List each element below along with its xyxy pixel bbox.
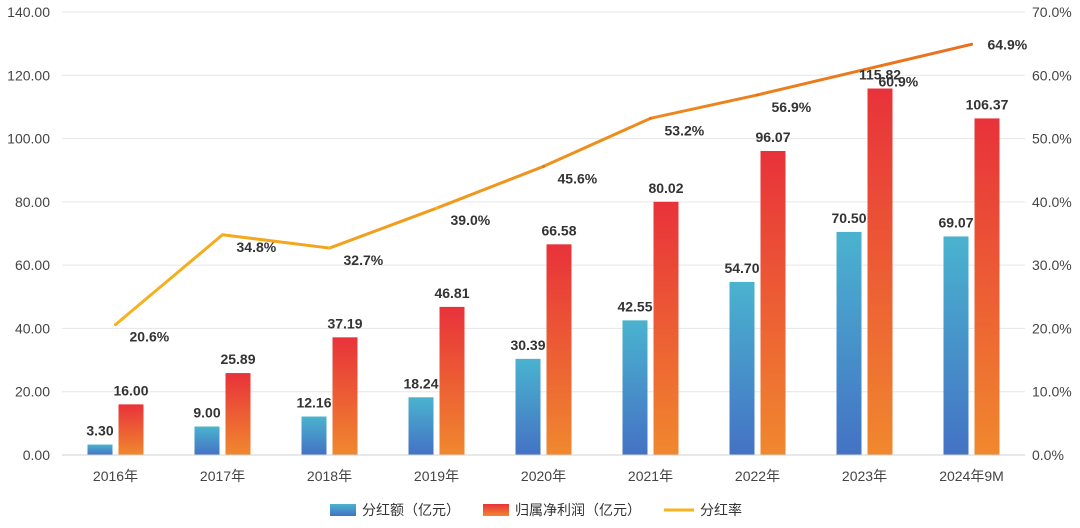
x-axis-tick-label: 2022年 [735,468,780,484]
x-axis-tick-label: 2020年 [521,468,566,484]
dividend-bar-label: 69.07 [938,214,973,230]
x-axis-tick-label: 2023年 [842,468,887,484]
dividend-bar-label: 9.00 [193,405,220,421]
dividend-bar-label: 3.30 [86,423,113,439]
payout-ratio-label: 56.9% [772,99,812,115]
payout-ratio-point [649,116,652,120]
payout-ratio-label: 34.8% [237,239,277,255]
dividend-bar-label: 12.16 [296,395,331,411]
net-profit-bar [332,337,358,455]
net-profit-bar [225,373,251,455]
right-axis: 0.0% 10.0% 20.0% 30.0% 40.0% 50.0% 60.0% 70.0% [1032,4,1072,463]
left-axis-tick-label: 20.00 [15,384,50,400]
dividend-bar-label: 42.55 [617,298,652,314]
payout-ratio-label: 45.6% [558,170,598,186]
x-axis-tick-label: 2019年 [414,468,459,484]
dividend-bar-label: 70.50 [831,210,866,226]
left-axis-tick-label: 0.00 [23,447,50,463]
left-axis-tick-label: 60.00 [15,257,50,273]
left-axis-tick-label: 120.00 [7,67,50,83]
dividend-bar [515,358,541,455]
x-axis-tick-label: 2016年 [93,468,138,484]
legend-swatch [483,504,509,516]
dividend-bar [622,320,648,455]
payout-ratio-label: 20.6% [130,329,170,345]
right-axis-tick-label: 0.0% [1032,447,1064,463]
net-profit-bar [439,306,465,455]
payout-ratio-label: 39.0% [451,212,491,228]
dividend-bar [836,231,862,455]
data-labels: 3.30 9.00 12.16 18.24 30.39 42.55 54.70 70.50 69… [86,36,1027,438]
payout-ratio-label: 32.7% [344,252,384,268]
net-profit-bar-label: 80.02 [648,180,683,196]
payout-ratio-label: 60.9% [879,74,919,90]
right-axis-tick-label: 50.0% [1032,131,1072,147]
x-axis-tick-label: 2021年 [628,468,673,484]
payout-ratio-label: 53.2% [665,122,705,138]
right-axis-tick-label: 20.0% [1032,320,1072,336]
left-axis-tick-label: 100.00 [7,131,50,147]
net-profit-bar [118,404,144,455]
payout-ratio-point [542,164,545,168]
gridlines [62,11,1025,456]
bars [87,88,1000,456]
dividend-bar-label: 18.24 [403,375,438,391]
payout-ratio-label: 64.9% [988,36,1028,52]
payout-ratio-point [970,42,973,46]
left-axis: 0.00 20.00 40.00 60.00 80.00 100.00 120.00 140.… [7,4,50,463]
net-profit-bar [653,201,679,455]
left-axis-tick-label: 140.00 [7,4,50,20]
net-profit-bar-label: 37.19 [327,315,362,331]
right-axis-tick-label: 40.0% [1032,194,1072,210]
net-profit-bar [546,244,572,455]
left-axis-tick-label: 80.00 [15,194,50,210]
net-profit-bar-label: 25.89 [220,351,255,367]
dividend-bar [87,444,113,455]
payout-ratio-point [114,323,117,327]
payout-ratio-point [863,68,866,72]
legend: 分红额（亿元） 归属净利润（亿元） 分红率 [330,502,742,518]
net-profit-bar [867,88,893,456]
payout-ratio-point [435,206,438,210]
right-axis-tick-label: 10.0% [1032,384,1072,400]
payout-ratio-point [756,93,759,97]
x-axis-tick-label: 2024年9M [939,468,1004,484]
payout-line [114,42,973,327]
dividend-bar [194,426,220,455]
net-profit-bar-label: 66.58 [541,222,576,238]
dividend-bar [301,416,327,455]
right-axis-tick-label: 60.0% [1032,67,1072,83]
legend-label: 分红率 [700,502,742,518]
net-profit-bar-label: 16.00 [113,382,148,398]
payout-ratio-point [221,233,224,237]
payout-ratio-point [328,246,331,250]
net-profit-bar [974,118,1000,456]
net-profit-bar [760,151,786,455]
net-profit-bar-label: 106.37 [966,96,1009,112]
dividend-bar [943,236,969,455]
dividend-bar-label: 54.70 [724,260,759,276]
left-axis-tick-label: 40.00 [15,320,50,336]
legend-swatch [330,504,356,516]
x-axis-tick-label: 2018年 [307,468,352,484]
dividend-bar [729,281,755,455]
legend-label: 分红额（亿元） [362,502,460,518]
right-axis-tick-label: 70.0% [1032,4,1072,20]
x-axis: 2016年 2017年 2018年 2019年 2020年 2021年 2022年 2023年… [62,454,1025,484]
net-profit-bar-label: 46.81 [434,285,469,301]
net-profit-bar-label: 96.07 [755,129,790,145]
legend-label: 归属净利润（亿元） [515,502,641,518]
x-axis-tick-label: 2017年 [200,468,245,484]
dividend-bar [408,397,434,455]
net-profit-bar-label: 115.82 [859,67,901,83]
right-axis-tick-label: 30.0% [1032,257,1072,273]
dividend-bar-label: 30.39 [510,337,545,353]
